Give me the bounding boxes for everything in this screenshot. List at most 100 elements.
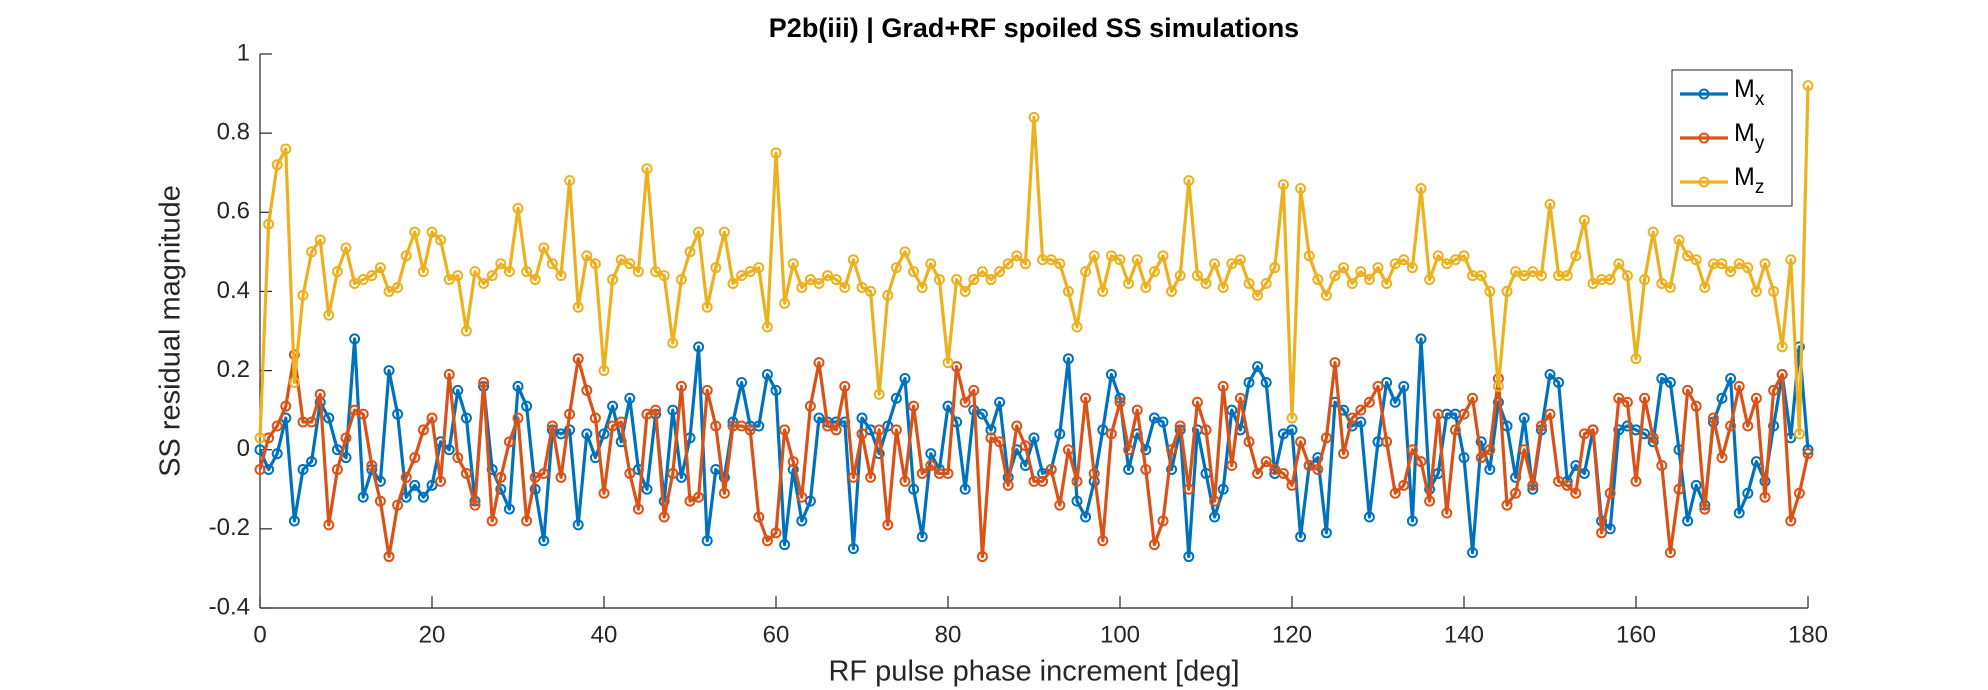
marker bbox=[1604, 487, 1616, 499]
marker bbox=[1028, 111, 1040, 123]
marker bbox=[564, 175, 576, 187]
y-tick-label: -0.2 bbox=[209, 514, 250, 541]
marker bbox=[736, 376, 748, 388]
marker bbox=[1355, 416, 1367, 428]
marker bbox=[951, 274, 963, 286]
marker bbox=[374, 495, 386, 507]
marker bbox=[693, 226, 705, 238]
marker bbox=[572, 301, 584, 313]
marker bbox=[254, 464, 266, 475]
marker bbox=[727, 278, 739, 290]
marker bbox=[400, 250, 412, 262]
marker bbox=[1166, 444, 1178, 456]
marker bbox=[1054, 428, 1066, 440]
marker bbox=[1277, 467, 1289, 479]
marker bbox=[1320, 289, 1332, 301]
marker bbox=[503, 266, 515, 278]
marker bbox=[1381, 278, 1393, 290]
marker bbox=[555, 270, 567, 282]
marker bbox=[1501, 499, 1513, 511]
marker bbox=[366, 460, 378, 472]
marker bbox=[865, 285, 877, 297]
marker bbox=[443, 274, 455, 286]
marker bbox=[985, 424, 997, 436]
marker bbox=[942, 467, 954, 479]
marker bbox=[899, 475, 911, 487]
marker bbox=[409, 479, 421, 491]
marker bbox=[847, 543, 859, 555]
marker bbox=[1492, 380, 1504, 392]
marker bbox=[1045, 254, 1057, 266]
marker bbox=[1699, 281, 1711, 293]
marker bbox=[1080, 266, 1092, 278]
marker bbox=[632, 503, 644, 515]
marker bbox=[1131, 254, 1143, 266]
marker bbox=[538, 467, 550, 479]
marker bbox=[1768, 420, 1780, 432]
marker bbox=[443, 369, 455, 381]
marker bbox=[1252, 361, 1264, 373]
marker bbox=[1613, 258, 1625, 270]
marker bbox=[994, 436, 1006, 448]
marker bbox=[753, 420, 765, 432]
marker bbox=[658, 270, 670, 282]
marker bbox=[1088, 250, 1100, 262]
marker bbox=[417, 266, 429, 278]
marker bbox=[968, 274, 980, 286]
marker bbox=[1243, 278, 1255, 290]
marker bbox=[1484, 444, 1496, 456]
marker bbox=[873, 388, 885, 400]
marker bbox=[1277, 179, 1289, 191]
marker bbox=[856, 412, 868, 424]
marker bbox=[959, 396, 971, 408]
marker bbox=[1105, 250, 1117, 262]
marker bbox=[1802, 448, 1814, 460]
marker bbox=[1510, 487, 1522, 499]
marker bbox=[701, 301, 713, 313]
legend-label: My bbox=[1734, 119, 1765, 154]
marker bbox=[1097, 285, 1109, 297]
marker bbox=[641, 483, 653, 495]
marker bbox=[916, 467, 928, 479]
marker bbox=[383, 365, 395, 377]
marker bbox=[830, 274, 842, 286]
marker bbox=[1062, 444, 1074, 456]
marker bbox=[349, 404, 361, 416]
marker bbox=[1209, 511, 1221, 523]
marker bbox=[1716, 258, 1728, 270]
marker bbox=[813, 278, 825, 290]
marker bbox=[1140, 281, 1152, 293]
marker bbox=[736, 270, 748, 282]
legend-marker bbox=[1698, 88, 1710, 100]
marker bbox=[976, 408, 988, 420]
marker bbox=[572, 353, 584, 365]
marker bbox=[865, 471, 877, 483]
marker bbox=[856, 428, 868, 440]
marker bbox=[1295, 183, 1307, 195]
marker bbox=[1398, 254, 1410, 266]
marker bbox=[1690, 254, 1702, 266]
marker bbox=[1639, 274, 1651, 286]
marker bbox=[1174, 420, 1186, 432]
marker bbox=[847, 254, 859, 266]
marker bbox=[1725, 420, 1737, 432]
marker bbox=[615, 254, 627, 266]
marker bbox=[1123, 464, 1135, 475]
marker bbox=[572, 519, 584, 531]
marker bbox=[1320, 432, 1332, 444]
marker bbox=[675, 380, 687, 392]
marker bbox=[1295, 436, 1307, 448]
marker bbox=[409, 226, 421, 238]
marker bbox=[804, 400, 816, 412]
marker bbox=[994, 266, 1006, 278]
marker bbox=[1647, 432, 1659, 444]
marker bbox=[873, 424, 885, 436]
marker bbox=[1114, 396, 1126, 408]
marker bbox=[1613, 424, 1625, 436]
marker bbox=[1733, 507, 1745, 519]
marker bbox=[1544, 198, 1556, 210]
marker bbox=[1372, 262, 1384, 274]
marker bbox=[796, 515, 808, 527]
marker bbox=[409, 452, 421, 464]
marker bbox=[779, 297, 791, 309]
